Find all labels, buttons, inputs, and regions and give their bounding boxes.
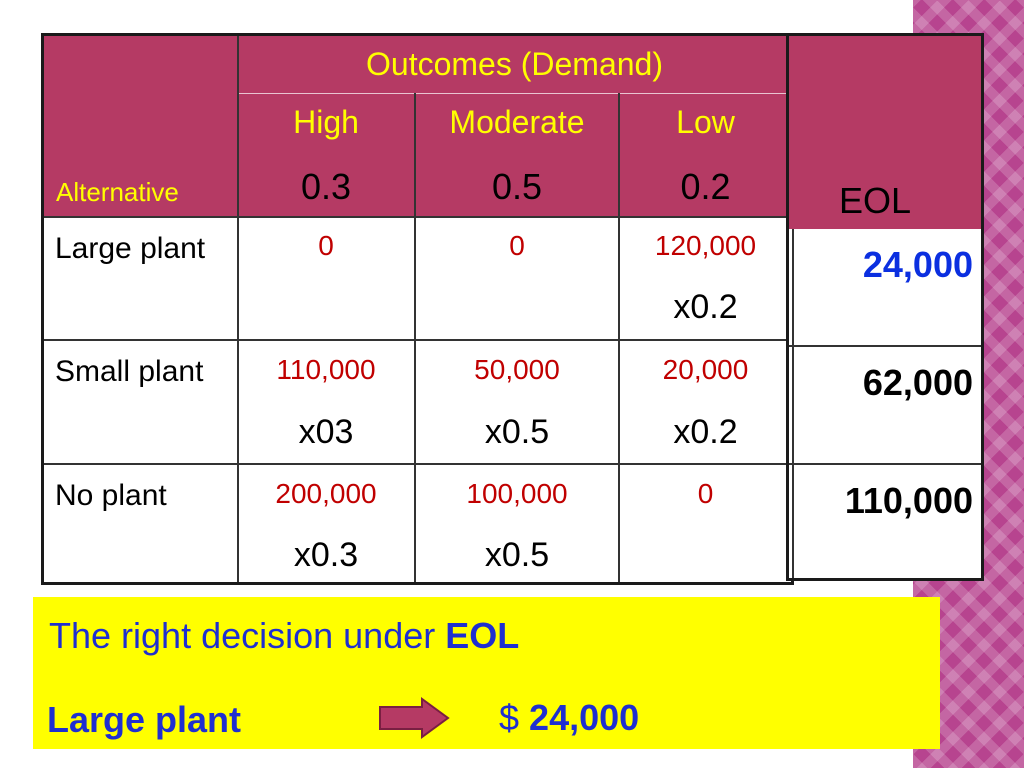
outcome-high-prob: 0.3 [300,166,352,207]
cell-value: 0 [318,230,334,261]
eol-header-background [789,36,981,229]
eol-value-no-plant: 110,000 [844,480,973,521]
header-divider [238,93,791,94]
eol-column: EOL 24,000 62,000 110,000 [786,33,984,581]
cell-value: 50,000 [474,354,560,385]
outcomes-header: Outcomes (Demand) [366,46,663,82]
cell-value: 200,000 [275,478,377,509]
row-label-no-plant: No plant [55,479,167,512]
cell-multiplier: x0.5 [484,536,550,574]
cell-value: 20,000 [662,354,749,385]
summary-amount: 24,000 [529,697,640,738]
summary-prefix: The right decision under [49,615,436,656]
outcome-high-label: High [293,104,359,140]
row-divider [789,463,981,465]
cell-multiplier: x0.2 [673,288,738,326]
row-divider [44,216,791,218]
eol-inner-border [792,229,794,578]
cell-value: 0 [697,478,714,509]
alternative-header: Alternative [56,177,179,207]
table-header-background [44,36,791,216]
decision-summary-box: The right decision under EOL Large plant… [33,597,940,749]
cell-multiplier: x0.2 [673,413,738,451]
cell-value: 100,000 [466,478,568,509]
summary-currency: $ [499,697,520,738]
eol-value-small-plant: 62,000 [862,362,973,403]
row-divider [44,463,791,465]
summary-value: $ 24,000 [499,697,639,739]
summary-decision: Large plant [47,699,242,740]
cell-value: 0 [509,230,525,261]
outcome-moderate-prob: 0.5 [491,166,543,207]
outcome-low-label: Low [676,104,735,140]
row-divider [44,339,791,341]
right-arrow-icon [379,697,450,739]
column-divider [414,93,416,582]
column-divider [237,36,239,582]
cell-value: 120,000 [654,230,757,261]
eol-header: EOL [839,180,912,221]
summary-criterion: EOL [445,615,520,656]
cell-multiplier: x0.3 [293,536,359,574]
opportunity-loss-table: Alternative Outcomes (Demand) High 0.3 M… [41,33,794,585]
cell-multiplier: x03 [298,413,354,451]
outcome-moderate-label: Moderate [449,104,585,140]
row-label-small-plant: Small plant [55,355,204,388]
cell-value: 110,000 [276,354,376,385]
row-divider [789,345,981,347]
row-label-large-plant: Large plant [55,232,206,265]
summary-statement: The right decision under EOL [49,615,519,657]
outcome-low-prob: 0.2 [680,166,731,207]
column-divider [618,93,620,582]
cell-multiplier: x0.5 [484,413,550,451]
eol-value-large-plant: 24,000 [862,244,973,285]
